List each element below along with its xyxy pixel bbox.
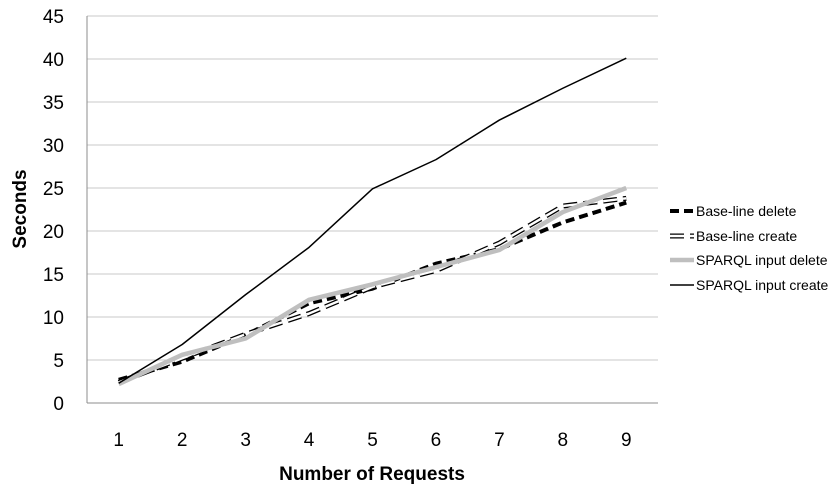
x-tick-label: 5 bbox=[367, 430, 378, 451]
x-tick-labels: 1 2 3 4 5 6 7 8 9 bbox=[113, 430, 631, 451]
legend: Base-line delete Base-line create SPARQL i… bbox=[670, 203, 828, 293]
y-tick-labels: 0 5 10 15 20 25 30 35 40 45 bbox=[43, 7, 64, 415]
y-tick-label: 10 bbox=[43, 308, 64, 329]
axes bbox=[86, 16, 658, 404]
y-tick-label: 0 bbox=[53, 394, 64, 415]
x-tick-label: 6 bbox=[431, 430, 442, 451]
y-tick-label: 5 bbox=[53, 351, 64, 372]
legend-item: Base-line delete bbox=[670, 203, 797, 219]
x-axis-title: Number of Requests bbox=[279, 464, 465, 485]
legend-item: SPARQL input create bbox=[670, 277, 828, 293]
series-sparql-input-create bbox=[118, 57, 627, 384]
x-tick-label: 9 bbox=[621, 430, 632, 451]
series-line bbox=[118, 57, 627, 384]
series-line bbox=[117, 185, 628, 387]
legend-label: SPARQL input delete bbox=[696, 252, 828, 268]
legend-label: Base-line delete bbox=[696, 203, 797, 219]
legend-label: Base-line create bbox=[696, 228, 797, 244]
y-tick-label: 35 bbox=[43, 93, 64, 114]
x-tick-label: 3 bbox=[240, 430, 251, 451]
x-tick-label: 7 bbox=[494, 430, 505, 451]
y-tick-label: 45 bbox=[43, 7, 64, 28]
x-tick-label: 2 bbox=[177, 430, 188, 451]
legend-item: SPARQL input delete bbox=[670, 252, 828, 268]
y-tick-label: 30 bbox=[43, 136, 64, 157]
legend-item: Base-line create bbox=[670, 228, 797, 244]
x-tick-label: 4 bbox=[304, 430, 315, 451]
y-tick-label: 40 bbox=[43, 50, 64, 71]
series-sparql-input-delete bbox=[117, 185, 628, 387]
y-axis-title: Seconds bbox=[10, 169, 31, 248]
legend-label: SPARQL input create bbox=[696, 277, 828, 293]
x-tick-label: 1 bbox=[113, 430, 124, 451]
y-tick-label: 25 bbox=[43, 179, 64, 200]
y-tick-label: 15 bbox=[43, 265, 64, 286]
y-tick-label: 20 bbox=[43, 222, 64, 243]
series-lines bbox=[117, 57, 628, 387]
x-tick-label: 8 bbox=[558, 430, 569, 451]
gridlines bbox=[87, 15, 658, 361]
